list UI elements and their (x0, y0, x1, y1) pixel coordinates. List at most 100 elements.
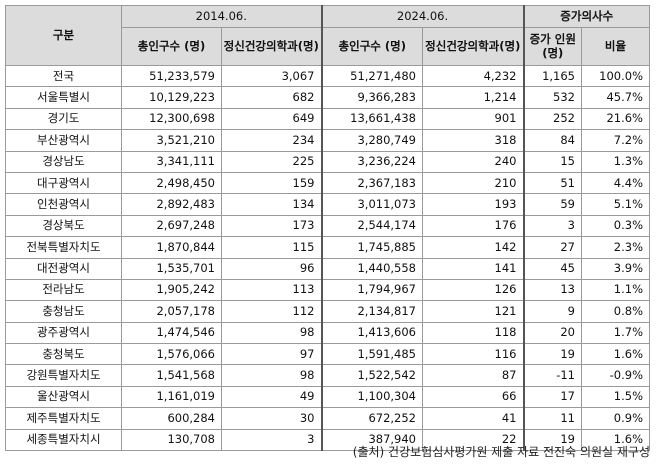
cell-clinics-2014: 234 (221, 129, 322, 152)
table-row: 전북특별자치도 1,870,844 115 1,745,885 142 27 2.3% (5, 236, 650, 259)
cell-population-2014: 2,498,450 (121, 171, 222, 195)
cell-ratio: 0.9% (581, 407, 650, 430)
cell-increase-count: 59 (522, 193, 582, 216)
cell-ratio: 21.6% (581, 107, 650, 131)
table-row: 울산광역시 1,161,019 49 1,100,304 66 17 1.5% (5, 385, 650, 409)
cell-clinics-2024: 121 (422, 300, 524, 323)
cell-ratio: 100.0% (581, 64, 650, 88)
cell-region: 대구광역시 (5, 171, 122, 195)
cell-clinics-2024: 141 (422, 257, 524, 280)
cell-clinics-2024: 22 (422, 428, 524, 452)
cell-population-2024: 13,661,438 (320, 107, 423, 131)
header-period-2024: 2024.06. (320, 5, 524, 28)
table-row: 대구광역시 2,498,450 159 2,367,183 210 51 4.4% (5, 171, 650, 195)
cell-ratio: 1.6% (581, 428, 650, 452)
cell-clinics-2014: 115 (221, 236, 322, 259)
cell-region: 강원특별자치도 (5, 364, 122, 387)
table-row: 세종특별자치시 130,708 3 387,940 22 19 1.6% (5, 428, 650, 452)
cell-population-2014: 3,341,111 (121, 150, 222, 173)
cell-ratio: 7.2% (581, 129, 650, 152)
cell-clinics-2014: 97 (221, 343, 322, 366)
cell-region: 부산광역시 (5, 129, 122, 152)
cell-population-2014: 1,905,242 (121, 278, 222, 302)
cell-clinics-2014: 98 (221, 321, 322, 345)
cell-ratio: 45.7% (581, 86, 650, 109)
cell-population-2014: 2,892,483 (121, 193, 222, 216)
header-ratio: 비율 (581, 27, 650, 66)
cell-clinics-2014: 173 (221, 214, 322, 238)
cell-population-2014: 600,284 (121, 407, 222, 430)
cell-clinics-2024: 176 (422, 214, 524, 238)
cell-clinics-2024: 87 (422, 364, 524, 387)
cell-region: 경상북도 (5, 214, 122, 238)
cell-region: 전국 (5, 64, 122, 88)
source-footnote: (출처) 건강보험심사평가원 제출 자료 전진숙 의원실 재구성 (352, 445, 650, 459)
cell-population-2024: 1,440,558 (320, 257, 423, 280)
cell-clinics-2014: 49 (221, 385, 322, 409)
table-row: 인천광역시 2,892,483 134 3,011,073 193 59 5.1% (5, 193, 650, 216)
cell-increase-count: 15 (522, 150, 582, 173)
cell-increase-count: 45 (522, 257, 582, 280)
header-population-2024: 총인구수 (명) (320, 27, 423, 66)
cell-region: 경상남도 (5, 150, 122, 173)
cell-population-2024: 1,522,542 (320, 364, 423, 387)
cell-clinics-2024: 66 (422, 385, 524, 409)
cell-population-2014: 10,129,223 (121, 86, 222, 109)
cell-population-2024: 51,271,480 (320, 64, 423, 88)
header-category: 구분 (5, 5, 122, 66)
cell-increase-count: 252 (522, 107, 582, 131)
table-row: 전라남도 1,905,242 113 1,794,967 126 13 1.1% (5, 278, 650, 302)
cell-region: 세종특별자치시 (5, 428, 122, 452)
psychiatry-stats-table: 구분 2014.06. 2024.06. 증가의사수 총인구수 (명) 정신건강… (5, 5, 650, 452)
cell-population-2024: 2,367,183 (320, 171, 423, 195)
cell-increase-count: 13 (522, 278, 582, 302)
cell-population-2014: 1,161,019 (121, 385, 222, 409)
cell-ratio: 0.8% (581, 300, 650, 323)
cell-population-2024: 1,413,606 (320, 321, 423, 345)
cell-population-2024: 2,134,817 (320, 300, 423, 323)
cell-population-2014: 130,708 (121, 428, 222, 452)
cell-increase-count: 3 (522, 214, 582, 238)
table-body: 전국 51,233,579 3,067 51,271,480 4,232 1,165 100… (5, 64, 650, 452)
cell-region: 제주특별자치도 (5, 407, 122, 430)
cell-increase-count: 27 (522, 236, 582, 259)
cell-region: 서울특별시 (5, 86, 122, 109)
cell-region: 충청북도 (5, 343, 122, 366)
data-table-container: 구분 2014.06. 2024.06. 증가의사수 총인구수 (명) 정신건강… (5, 5, 650, 452)
cell-increase-count: 1,165 (522, 64, 582, 88)
cell-population-2014: 12,300,698 (121, 107, 222, 131)
cell-population-2024: 387,940 (320, 428, 423, 452)
cell-increase-count: 19 (522, 343, 582, 366)
cell-clinics-2014: 159 (221, 171, 322, 195)
cell-ratio: 1.3% (581, 150, 650, 173)
cell-clinics-2014: 112 (221, 300, 322, 323)
cell-region: 울산광역시 (5, 385, 122, 409)
cell-population-2014: 1,576,066 (121, 343, 222, 366)
header-increase-group: 증가의사수 (522, 5, 650, 28)
cell-ratio: 1.1% (581, 278, 650, 302)
cell-population-2014: 1,535,701 (121, 257, 222, 280)
cell-population-2024: 2,544,174 (320, 214, 423, 238)
cell-clinics-2014: 98 (221, 364, 322, 387)
cell-clinics-2024: 142 (422, 236, 524, 259)
cell-population-2024: 3,236,224 (320, 150, 423, 173)
cell-population-2014: 2,697,248 (121, 214, 222, 238)
cell-clinics-2024: 210 (422, 171, 524, 195)
cell-clinics-2024: 116 (422, 343, 524, 366)
cell-clinics-2014: 225 (221, 150, 322, 173)
cell-increase-count: 51 (522, 171, 582, 195)
cell-increase-count: 84 (522, 129, 582, 152)
cell-clinics-2024: 901 (422, 107, 524, 131)
cell-population-2024: 672,252 (320, 407, 423, 430)
cell-ratio: 1.5% (581, 385, 650, 409)
cell-population-2014: 1,870,844 (121, 236, 222, 259)
table-row: 충청북도 1,576,066 97 1,591,485 116 19 1.6% (5, 343, 650, 366)
cell-ratio: 1.7% (581, 321, 650, 345)
cell-ratio: 5.1% (581, 193, 650, 216)
cell-region: 인천광역시 (5, 193, 122, 216)
cell-population-2024: 9,366,283 (320, 86, 423, 109)
table-row: 서울특별시 10,129,223 682 9,366,283 1,214 532 45.7% (5, 86, 650, 109)
cell-clinics-2014: 96 (221, 257, 322, 280)
cell-increase-count: 9 (522, 300, 582, 323)
cell-clinics-2014: 682 (221, 86, 322, 109)
